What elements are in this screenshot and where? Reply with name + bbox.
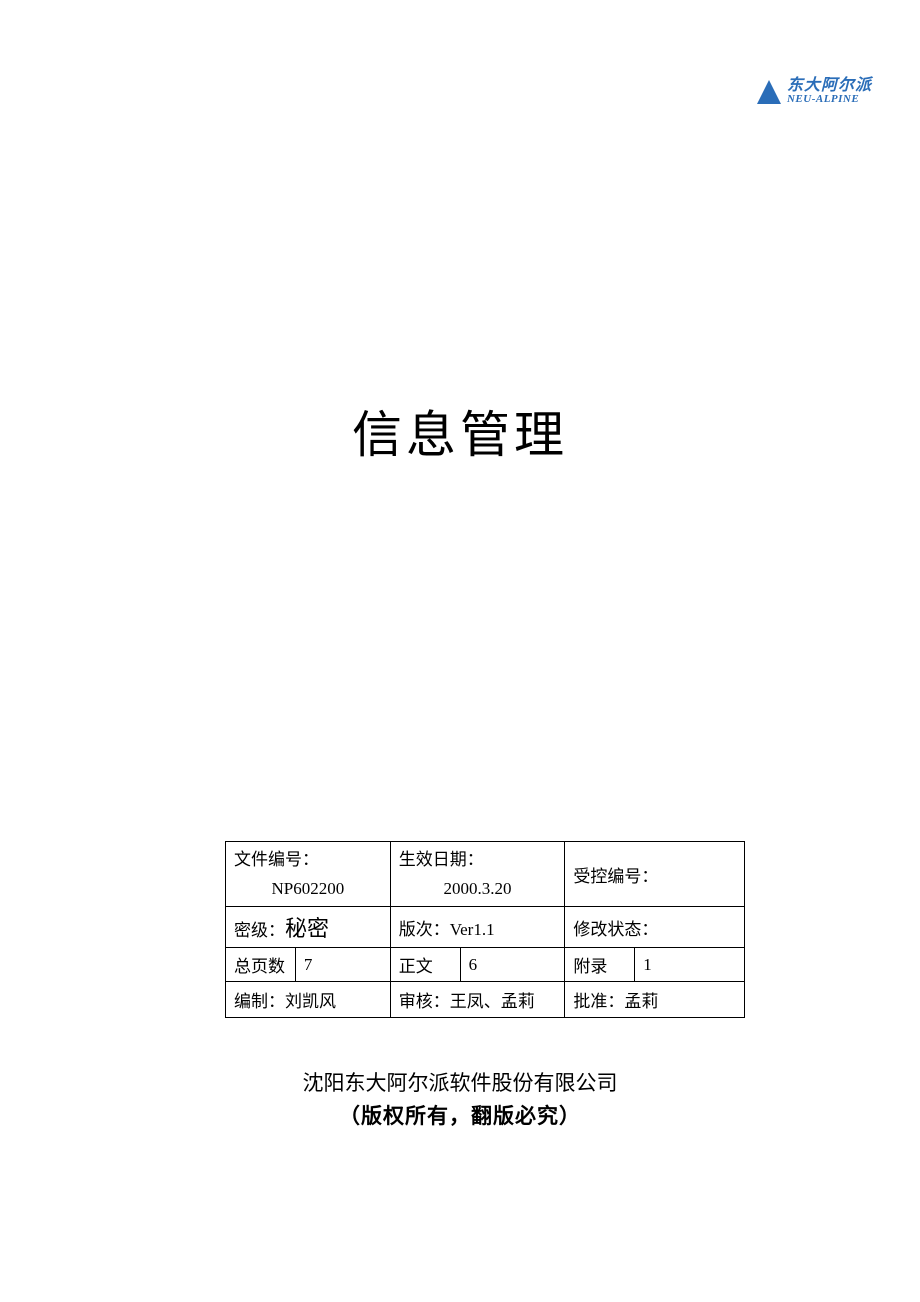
version-cell: 版次：Ver1.1 [390, 907, 565, 948]
confidential-cell: 密级：秘密 [226, 907, 391, 948]
modify-status-cell: 修改状态： [565, 907, 745, 948]
appendix-value-cell: 1 [635, 948, 745, 982]
company-logo: 东大阿尔派 NEU-ALPINE [757, 78, 872, 105]
body-label-cell: 正文 [390, 948, 460, 982]
author-cell: 编制：刘凯风 [226, 982, 391, 1018]
company-name: 沈阳东大阿尔派软件股份有限公司 [0, 1067, 920, 1097]
approver-value: 孟莉 [624, 992, 658, 1011]
appendix-value: 1 [643, 955, 652, 974]
reviewer-label: 审核： [399, 992, 450, 1011]
confidential-value: 秘密 [285, 916, 329, 941]
doc-number-cell: 文件编号： NP602200 [226, 842, 391, 907]
document-title: 信息管理 [0, 395, 920, 467]
total-pages-label: 总页数 [234, 957, 285, 976]
appendix-label-cell: 附录 [565, 948, 635, 982]
reviewer-cell: 审核：王凤、孟莉 [390, 982, 565, 1018]
total-pages-value: 7 [304, 955, 313, 974]
author-label: 编制： [234, 992, 285, 1011]
modify-status-label: 修改状态： [573, 920, 658, 939]
effective-date-value: 2000.3.20 [399, 875, 557, 902]
body-value: 6 [469, 955, 478, 974]
effective-date-cell: 生效日期： 2000.3.20 [390, 842, 565, 907]
total-pages-label-cell: 总页数 [226, 948, 296, 982]
version-label: 版次： [399, 920, 450, 939]
doc-number-value: NP602200 [234, 875, 382, 902]
control-number-cell: 受控编号： [565, 842, 745, 907]
logo-text-english: NEU-ALPINE [787, 94, 872, 105]
logo-triangle-icon [757, 80, 781, 104]
confidential-label: 密级： [234, 921, 285, 940]
version-value: Ver1.1 [450, 920, 495, 939]
approver-label: 批准： [573, 992, 624, 1011]
author-value: 刘凯风 [285, 992, 336, 1011]
effective-date-label: 生效日期： [399, 850, 484, 869]
total-pages-value-cell: 7 [295, 948, 390, 982]
document-info-table: 文件编号： NP602200 生效日期： 2000.3.20 受控编号： 密级：… [225, 841, 745, 1018]
appendix-label: 附录 [573, 957, 607, 976]
control-number-label: 受控编号： [573, 867, 658, 886]
copyright-notice: （版权所有，翻版必究） [0, 1100, 920, 1130]
reviewer-value: 王凤、孟莉 [450, 992, 535, 1011]
logo-text-block: 东大阿尔派 NEU-ALPINE [787, 78, 872, 105]
approver-cell: 批准：孟莉 [565, 982, 745, 1018]
body-label: 正文 [399, 957, 433, 976]
doc-number-label: 文件编号： [234, 850, 319, 869]
body-value-cell: 6 [460, 948, 565, 982]
logo-text-chinese: 东大阿尔派 [787, 78, 872, 94]
